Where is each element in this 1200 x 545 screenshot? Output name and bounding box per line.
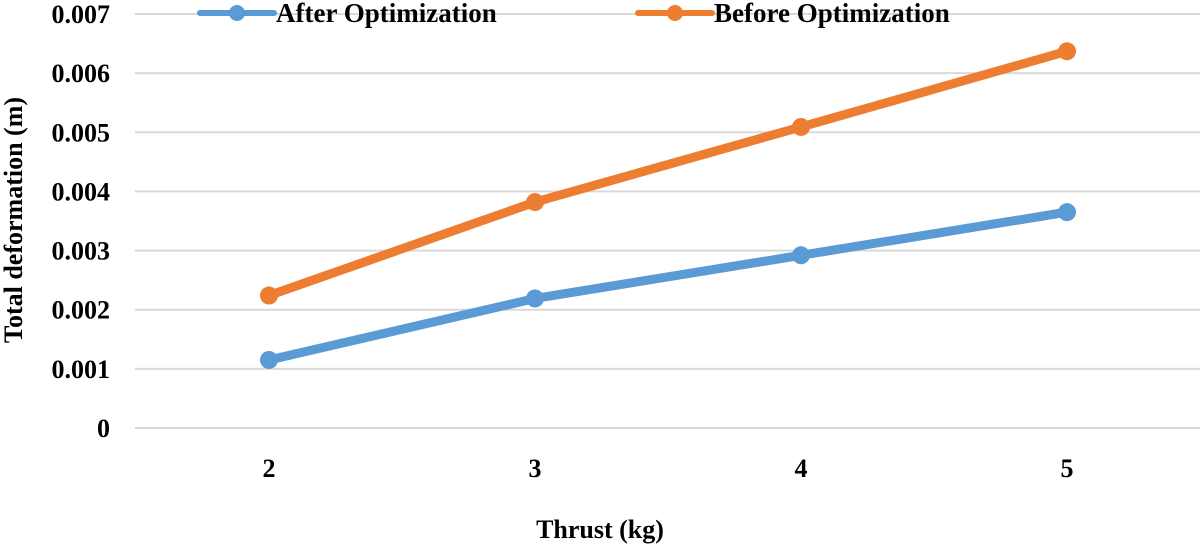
series-line-before-optimization [264, 46, 1072, 301]
legend-item-before-optimization: Before Optimization [635, 0, 950, 28]
legend-marker-before-optimization [667, 5, 683, 21]
y-tick-label: 0.007 [52, 0, 111, 29]
series-lines [260, 42, 1076, 369]
x-tick-label: 4 [795, 454, 808, 483]
legend-label-before-optimization: Before Optimization [714, 0, 950, 28]
x-tick-label: 3 [529, 454, 542, 483]
data-point-before-optimization [526, 193, 544, 212]
series-after-optimization [260, 203, 1076, 369]
data-point-before-optimization [260, 286, 278, 305]
y-tick-label: 0.001 [52, 355, 111, 384]
data-point-before-optimization [792, 117, 810, 136]
y-tick-label: 0.002 [52, 296, 111, 325]
x-axis-ticks: 2 3 4 5 [263, 454, 1074, 483]
y-axis-title: Total deformation (m) [0, 97, 28, 343]
series-before-optimization [260, 42, 1076, 305]
gridlines [135, 13, 1200, 429]
legend-label-after-optimization: After Optimization [276, 0, 497, 28]
data-point-before-optimization [1058, 42, 1076, 61]
x-tick-label: 5 [1061, 454, 1074, 483]
y-tick-label: 0.005 [52, 118, 111, 147]
x-axis-title: Thrust (kg) [536, 515, 664, 544]
data-point-after-optimization [526, 289, 544, 308]
y-tick-label: 0.004 [52, 177, 111, 206]
y-axis-ticks: 0 0.001 0.002 0.003 0.004 0.005 0.006 0.007 [52, 0, 111, 443]
y-tick-label: 0 [97, 414, 110, 443]
x-tick-label: 2 [263, 454, 276, 483]
y-tick-label: 0.003 [52, 237, 111, 266]
y-tick-label: 0.006 [52, 59, 111, 88]
data-point-after-optimization [1058, 203, 1076, 222]
legend-marker-after-optimization [229, 5, 245, 21]
data-point-after-optimization [260, 350, 278, 369]
legend: After Optimization Before Optimization [197, 0, 950, 28]
data-point-after-optimization [792, 246, 810, 265]
legend-item-after-optimization: After Optimization [197, 0, 497, 28]
series-line-after-optimization [264, 207, 1072, 365]
